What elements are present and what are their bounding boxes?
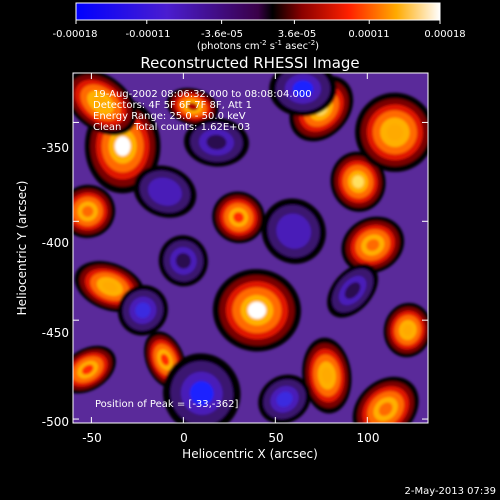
source-blob-19-ring-3 bbox=[189, 381, 214, 406]
source-blob-24-ring-3 bbox=[175, 252, 191, 269]
source-blob-4-ring-5 bbox=[81, 364, 94, 375]
source-blob-0-ring-5 bbox=[114, 136, 131, 156]
colorbar-tick-label-0: -0.00018 bbox=[53, 29, 98, 40]
colorbar: -0.00018 -0.00011 -3.6e-05 3.6e-05 0.000… bbox=[53, 2, 466, 52]
unit-mid-2: asec bbox=[282, 41, 308, 52]
axis-ticks bbox=[73, 73, 428, 423]
colorbar-tick-label-2: -3.6e-05 bbox=[201, 29, 243, 40]
source-blob-1-ring-5 bbox=[93, 95, 109, 110]
source-blob-20-ring-3 bbox=[155, 183, 175, 200]
source-blob-21-ring-3 bbox=[276, 391, 293, 407]
annotation-peak-position: Position of Peak = [-33,-362] bbox=[95, 399, 239, 410]
unit-exp-2: -1 bbox=[275, 39, 282, 47]
source-blob-8-ring-5 bbox=[386, 124, 404, 141]
annotation-energy-range: Energy Range: 25.0 - 50.0 keV bbox=[93, 111, 246, 122]
source-blob-13-ring-5 bbox=[233, 211, 245, 223]
y-tick-label-0: -350 bbox=[42, 141, 69, 155]
y-tick-label-3: -500 bbox=[42, 415, 69, 429]
x-axis-label: Heliocentric X (arcsec) bbox=[182, 447, 318, 461]
colorbar-gradient bbox=[75, 2, 441, 21]
colorbar-unit: (photons cm-2 s-1 asec-2) bbox=[197, 39, 319, 52]
source-blob-22-ring-3 bbox=[206, 134, 227, 150]
source-blob-17-ring-3 bbox=[292, 80, 314, 98]
source-blob-7-ring-5 bbox=[352, 175, 364, 188]
x-tick-label-2: 50 bbox=[268, 431, 283, 445]
annotation-time-range: 19-Aug-2002 08:06:32.000 to 08:08:04.000 bbox=[93, 89, 312, 100]
colorbar-tick-label-1: -0.00011 bbox=[126, 29, 171, 40]
colorbar-ticks bbox=[75, 20, 441, 24]
source-blob-23-ring-3 bbox=[344, 282, 361, 299]
unit-end: ) bbox=[315, 41, 319, 52]
x-tick-label-1: 0 bbox=[180, 431, 188, 445]
unit-mid: s bbox=[267, 41, 275, 52]
plot-frame bbox=[72, 72, 429, 424]
colorbar-tick-label-5: 0.00018 bbox=[424, 29, 465, 40]
source-blob-18-ring-3 bbox=[135, 302, 151, 319]
chart-title: Reconstructed RHESSI Image bbox=[140, 54, 359, 72]
source-blob-12-ring-5 bbox=[321, 367, 332, 384]
y-tick-label-2: -450 bbox=[42, 326, 69, 340]
y-tick-label-1: -400 bbox=[42, 236, 69, 250]
source-blob-14-ring-5 bbox=[160, 353, 170, 366]
source-blob-2-ring-5 bbox=[82, 205, 94, 217]
x-tick-label-3: 100 bbox=[357, 431, 380, 445]
unit-exp-3: -2 bbox=[308, 39, 315, 47]
unit-exp-1: -2 bbox=[260, 39, 267, 47]
source-blob-5-ring-5 bbox=[247, 301, 267, 319]
annotation-clean-counts: Clean Total counts: 1.62E+03 bbox=[93, 122, 250, 133]
unit-base: (photons cm bbox=[197, 41, 260, 52]
source-blob-15-ring-5 bbox=[187, 102, 198, 111]
source-blob-10-ring-5 bbox=[402, 324, 413, 336]
source-blob-9-ring-5 bbox=[366, 239, 380, 251]
colorbar-tick-label-4: 0.00011 bbox=[348, 29, 389, 40]
source-blob-3-ring-5 bbox=[102, 281, 118, 292]
y-axis-label: Heliocentric Y (arcsec) bbox=[15, 181, 29, 316]
heatmap-area bbox=[73, 73, 428, 423]
heatmap-sources bbox=[73, 73, 428, 423]
colorbar-tick-label-3: 3.6e-05 bbox=[278, 29, 316, 40]
x-tick-label-0: -50 bbox=[82, 431, 102, 445]
annotation-detectors: Detectors: 4F 5F 6F 7F 8F, Att 1 bbox=[93, 100, 252, 111]
source-blob-16-ring-3 bbox=[283, 221, 304, 242]
footer-date: 2-May-2013 07:39 bbox=[404, 486, 496, 497]
source-blob-11-ring-5 bbox=[378, 402, 393, 416]
